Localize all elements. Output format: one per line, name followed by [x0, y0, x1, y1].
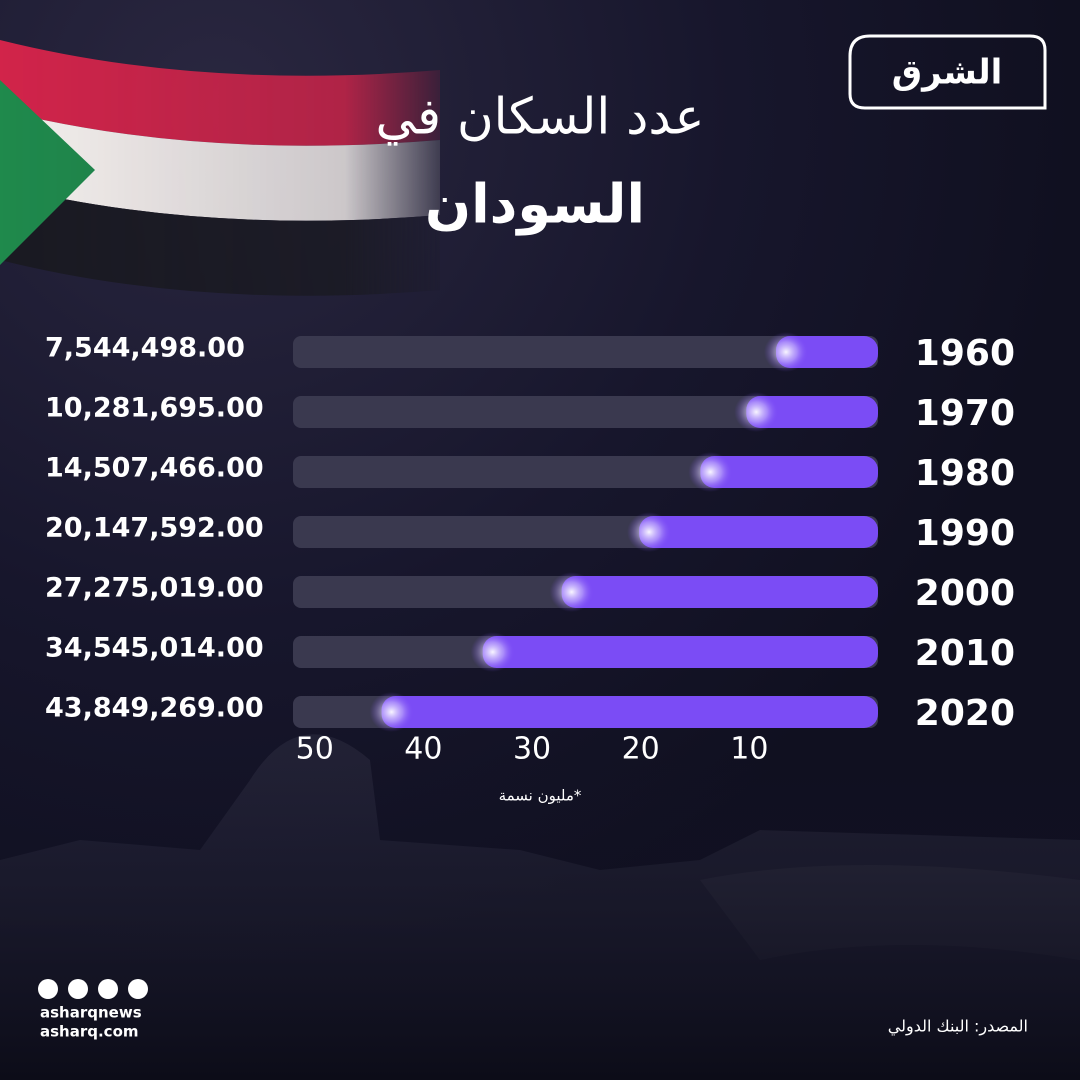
value-label: 7,544,498.00 — [45, 333, 245, 364]
bar — [482, 636, 878, 668]
x-tick-label: 50 — [296, 732, 334, 767]
bar-glow — [734, 392, 779, 432]
city-fade — [0, 760, 1080, 1080]
plot: 50 40 30 20 1019607,544,498.00197010,281,695… — [45, 332, 1015, 767]
value-label: 43,849,269.00 — [45, 693, 264, 724]
bar — [381, 696, 878, 728]
bar — [639, 516, 878, 548]
bar-glow — [369, 692, 414, 732]
y-tick-label: 2010 — [915, 633, 1015, 674]
y-tick-label: 1980 — [915, 453, 1015, 494]
bar-glow — [764, 332, 809, 372]
chart-title: عدد السكان في — [375, 88, 704, 146]
x-tick-label: 40 — [404, 732, 442, 767]
bar-glow — [627, 512, 672, 552]
social-icons — [38, 979, 148, 999]
bar-glow — [470, 632, 515, 672]
y-tick-label: 2000 — [915, 573, 1015, 614]
social-handle: asharqnews — [40, 1004, 142, 1022]
bar-track — [293, 396, 878, 428]
x-tick-label: 20 — [622, 732, 660, 767]
website: asharq.com — [40, 1023, 139, 1041]
y-tick-label: 1970 — [915, 393, 1015, 434]
value-label: 34,545,014.00 — [45, 633, 264, 664]
y-tick-label: 2020 — [915, 693, 1015, 734]
value-label: 27,275,019.00 — [45, 573, 264, 604]
logo-frame — [848, 34, 1047, 110]
value-label: 10,281,695.00 — [45, 393, 264, 424]
value-label: 14,507,466.00 — [45, 453, 264, 484]
x-tick-label: 30 — [513, 732, 551, 767]
x-tick-label: 10 — [730, 732, 768, 767]
flag — [0, 40, 440, 296]
logo: الشرق — [892, 53, 1003, 93]
bar — [746, 396, 878, 428]
source: المصدر: البنك الدولي — [888, 1017, 1028, 1037]
bar-track — [293, 336, 878, 368]
y-tick-label: 1960 — [915, 333, 1015, 374]
bar-glow — [549, 572, 594, 612]
bar — [700, 456, 878, 488]
unit-note: *مليون نسمة — [499, 787, 582, 805]
bar — [561, 576, 878, 608]
chart-title: السودان — [425, 173, 645, 236]
value-label: 20,147,592.00 — [45, 513, 264, 544]
bar-glow — [688, 452, 733, 492]
y-tick-label: 1990 — [915, 513, 1015, 554]
